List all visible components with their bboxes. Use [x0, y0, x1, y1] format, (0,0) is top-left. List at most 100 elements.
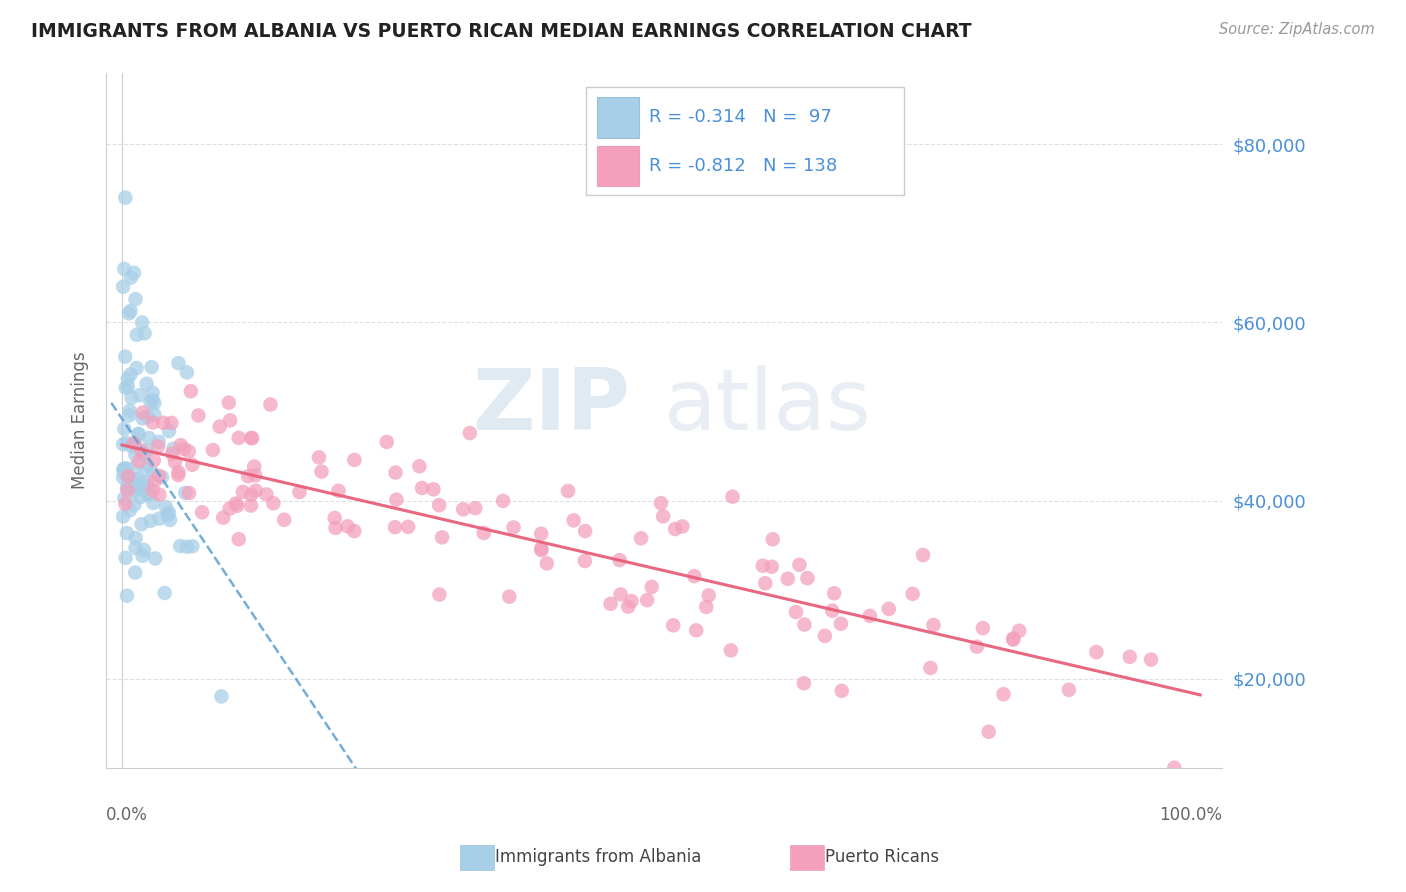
Point	[912, 548, 935, 562]
Point	[754, 576, 776, 591]
Point	[118, 472, 141, 486]
Point	[225, 496, 247, 510]
Point	[125, 480, 148, 494]
Point	[1163, 761, 1185, 775]
Point	[630, 531, 652, 545]
Point	[972, 621, 994, 635]
Point	[177, 486, 200, 500]
Point	[408, 459, 430, 474]
Point	[142, 496, 165, 510]
Point	[117, 380, 139, 394]
Point	[125, 531, 148, 545]
Point	[209, 690, 232, 704]
Point	[150, 470, 173, 484]
Point	[530, 541, 553, 556]
Point	[114, 497, 136, 511]
Point	[138, 487, 160, 501]
Point	[115, 482, 138, 496]
Point	[262, 496, 284, 510]
Point	[664, 522, 686, 536]
Point	[288, 485, 311, 500]
Point	[125, 361, 148, 376]
Point	[1008, 624, 1031, 638]
Point	[761, 559, 783, 574]
FancyBboxPatch shape	[586, 87, 904, 194]
Point	[118, 403, 141, 417]
Point	[1119, 649, 1142, 664]
Point	[993, 687, 1015, 701]
Point	[641, 580, 664, 594]
Point	[118, 306, 141, 320]
Point	[343, 524, 366, 538]
Point	[117, 483, 139, 498]
Point	[162, 442, 184, 456]
Point	[124, 292, 146, 306]
Point	[136, 479, 159, 493]
Point	[117, 478, 139, 492]
Point	[170, 438, 193, 452]
Point	[226, 499, 249, 513]
Point	[176, 540, 198, 554]
Point	[115, 435, 138, 450]
Point	[977, 724, 1000, 739]
Point	[752, 558, 775, 573]
Point	[118, 503, 141, 517]
Point	[240, 431, 263, 445]
Text: R = -0.812   N = 138: R = -0.812 N = 138	[650, 157, 838, 175]
Point	[128, 427, 150, 442]
Point	[174, 486, 197, 500]
Text: IMMIGRANTS FROM ALBANIA VS PUERTO RICAN MEDIAN EARNINGS CORRELATION CHART: IMMIGRANTS FROM ALBANIA VS PUERTO RICAN …	[31, 22, 972, 41]
Point	[422, 483, 444, 497]
Point	[620, 594, 643, 608]
Point	[142, 467, 165, 481]
Point	[112, 462, 135, 476]
Point	[181, 539, 204, 553]
Point	[127, 426, 149, 441]
Point	[112, 491, 135, 506]
Point	[492, 494, 515, 508]
Point	[384, 466, 406, 480]
Point	[821, 604, 844, 618]
Point	[155, 500, 177, 514]
Point	[117, 469, 139, 483]
Point	[143, 408, 166, 422]
Point	[124, 473, 146, 487]
Point	[135, 487, 157, 501]
Point	[218, 501, 240, 516]
Point	[135, 463, 157, 477]
Point	[1057, 682, 1080, 697]
Point	[498, 590, 520, 604]
Point	[1002, 632, 1025, 646]
Point	[245, 468, 267, 483]
Point	[132, 543, 155, 558]
Point	[112, 279, 135, 293]
Point	[384, 520, 406, 534]
Point	[120, 304, 142, 318]
Point	[142, 416, 165, 430]
Point	[762, 532, 785, 546]
Point	[609, 587, 631, 601]
Point	[776, 572, 799, 586]
Point	[112, 261, 135, 276]
Point	[530, 543, 553, 558]
Point	[162, 447, 184, 461]
Point	[920, 661, 942, 675]
Point	[115, 461, 138, 475]
Point	[167, 468, 190, 483]
Point	[129, 490, 152, 504]
Point	[259, 397, 281, 411]
Point	[131, 517, 153, 532]
Point	[429, 588, 451, 602]
Point	[143, 396, 166, 410]
Point	[574, 524, 596, 538]
Point	[173, 442, 195, 456]
Point	[114, 350, 136, 364]
Point	[121, 391, 143, 405]
Point	[785, 605, 807, 619]
Point	[131, 406, 153, 420]
Point	[143, 551, 166, 566]
Point	[662, 618, 685, 632]
Point	[120, 439, 142, 453]
Point	[138, 431, 160, 445]
Point	[132, 447, 155, 461]
